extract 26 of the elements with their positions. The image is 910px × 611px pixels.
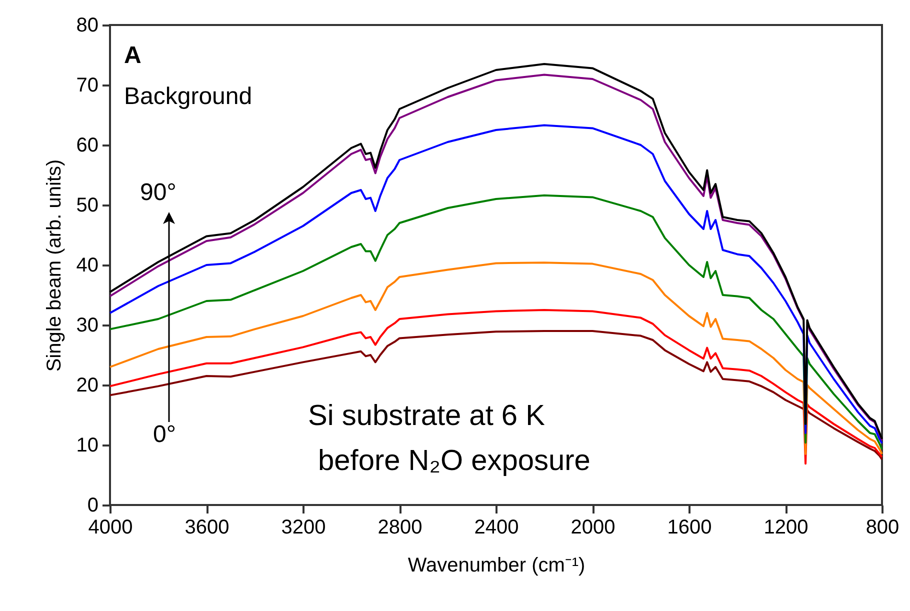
y-tick-label: 70 — [76, 74, 98, 96]
y-tick-label: 0 — [87, 494, 98, 516]
y-tick-label: 80 — [76, 14, 98, 36]
y-tick-label: 60 — [76, 134, 98, 156]
y-axis-title: Single beam (arb. units) — [43, 159, 66, 372]
annotation: A — [124, 42, 142, 69]
y-tick-label: 30 — [76, 314, 98, 336]
y-tick-label: 50 — [76, 194, 98, 216]
x-tick-label: 2400 — [474, 516, 519, 538]
annotation: 0° — [153, 421, 176, 448]
annotation: Si substrate at 6 K — [308, 400, 545, 432]
x-tick-label: 2000 — [570, 516, 616, 538]
x-tick-label: 3600 — [184, 516, 230, 538]
x-tick-label: 800 — [866, 516, 900, 538]
y-tick-label: 40 — [76, 254, 98, 276]
annotation: Background — [124, 83, 252, 110]
x-tick-label: 4000 — [88, 516, 133, 538]
annotation: before N₂O exposure — [318, 445, 590, 477]
y-tick-label: 10 — [76, 434, 98, 456]
x-tick-label: 1600 — [667, 516, 712, 538]
x-tick-label: 3200 — [281, 516, 326, 538]
y-tick-label: 20 — [76, 374, 98, 396]
x-tick-label: 1200 — [764, 516, 808, 538]
x-tick-label: 2800 — [378, 516, 422, 538]
x-axis-title: Wavenumber (cm⁻¹) — [408, 554, 586, 576]
annotation: 90° — [140, 179, 176, 206]
